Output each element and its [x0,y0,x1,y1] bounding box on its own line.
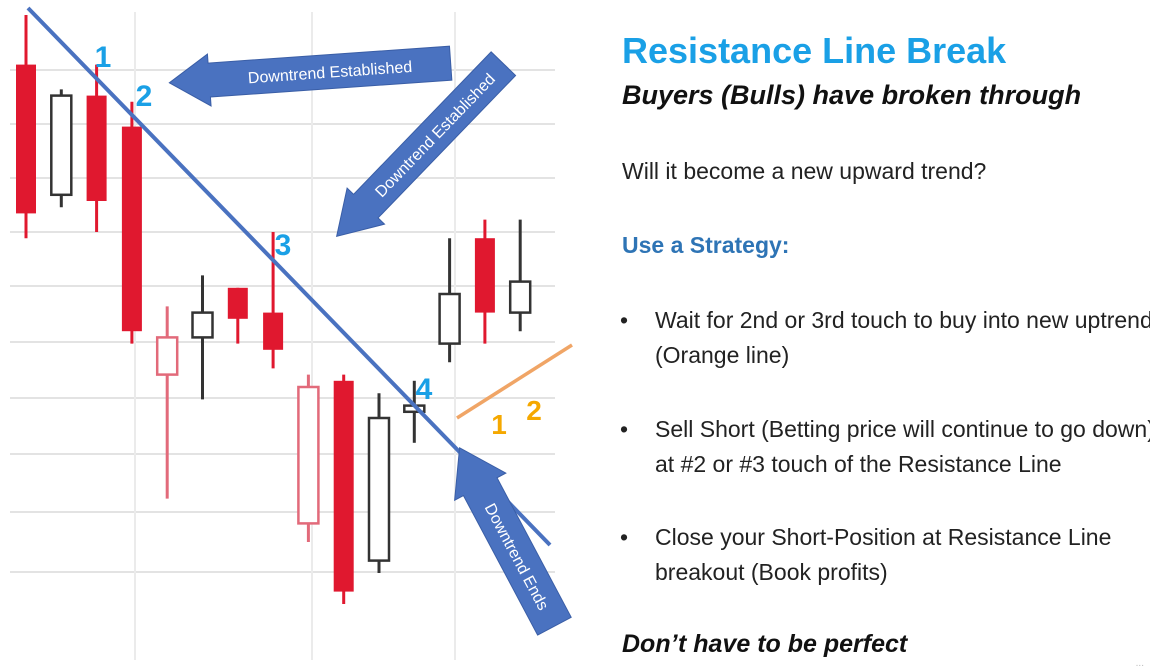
candle [16,15,36,239]
arrow-shape [454,447,572,636]
candle [263,232,284,369]
explanation-panel: Resistance Line Break Buyers (Bulls) hav… [600,0,1150,671]
candle [333,374,354,604]
corner-mark: ... [1135,658,1144,669]
touch-label: 1 [491,409,507,440]
candle [121,101,142,344]
candle-body [86,95,107,201]
touch-label: 2 [526,395,542,426]
touch-label: 4 [416,373,433,406]
candles-layer [16,15,532,604]
bullet-marker: • [620,416,629,442]
candle-body [474,238,495,313]
candle [297,374,320,542]
candle [474,219,495,344]
panel-subtitle: Buyers (Bulls) have broken through [622,80,1082,110]
touch-label: 1 [95,41,112,74]
candle-body [121,126,142,332]
bullet-text: Wait for 2nd or 3rd touch to buy into ne… [655,307,1150,368]
candle [227,287,248,344]
candle-body [263,312,284,350]
candle-body [227,287,248,319]
panel-title: Resistance Line Break [622,30,1007,71]
candle [155,306,179,499]
arrow-shape [335,51,517,238]
arrow: Downtrend Established [168,45,453,107]
bullet-text: Sell Short (Betting price will continue … [655,416,1150,477]
candle-body [333,380,354,592]
candle [438,238,461,363]
arrow-label: Downtrend Established [372,71,499,201]
candle-body [16,64,36,214]
footer-note: Don’t have to be perfect [622,630,908,658]
candle-body [438,292,461,345]
uptrend-line [456,343,573,420]
touch-label: 2 [136,80,153,113]
candle [367,393,391,573]
candle-body [508,280,532,314]
candle-body [155,336,179,376]
candle [191,275,214,400]
bullet-text: Close your Short-Position at Resistance … [655,524,1112,585]
arrow-shape [168,45,453,107]
candle [50,89,73,208]
candle [86,64,107,232]
candle-body [367,416,391,562]
question-text: Will it become a new upward trend? [622,158,987,184]
candle-body [297,385,320,525]
candle-body [191,311,214,339]
bullet-marker: • [620,524,629,550]
strategy-heading: Use a Strategy: [622,232,790,258]
candle [508,219,532,332]
touch-label: 3 [275,229,292,262]
bullet-marker: • [620,307,629,333]
candle-body [50,94,73,197]
